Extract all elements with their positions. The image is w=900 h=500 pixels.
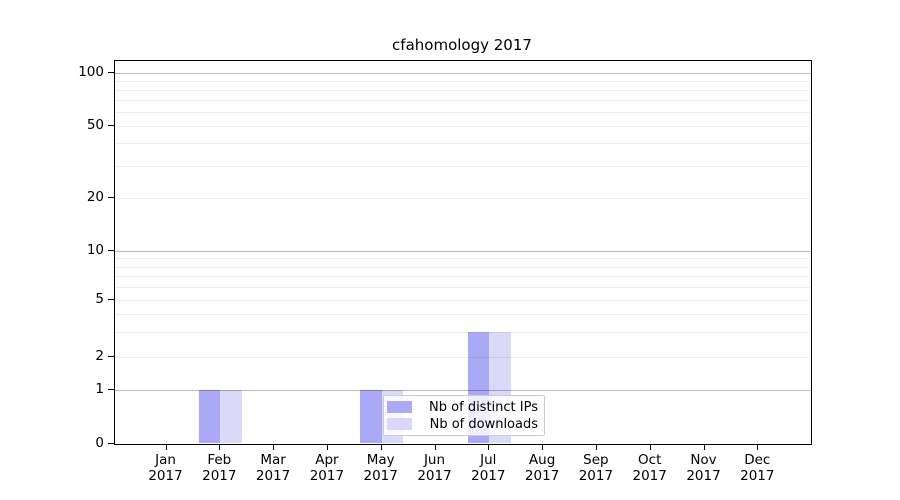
bar-distinct-ips-may	[360, 390, 382, 444]
legend-item-downloads: Nb of downloads	[387, 416, 538, 432]
x-tick-mark-sep	[595, 443, 597, 450]
x-tick-mark-aug	[542, 443, 544, 450]
gridline-y-3	[115, 331, 811, 333]
legend-label-distinct-ips: Nb of distinct IPs	[429, 399, 538, 415]
y-tick-mark-0	[108, 442, 114, 444]
bar-downloads-feb	[220, 390, 242, 444]
y-tick-label-50: 50	[86, 117, 104, 133]
gridline-y-5	[115, 300, 811, 302]
y-tick-label-1: 1	[95, 381, 104, 398]
x-tick-label-oct: Oct 2017	[632, 451, 667, 485]
gridline-y-90	[115, 80, 811, 82]
legend-swatch-downloads	[387, 418, 412, 430]
x-tick-mark-feb	[219, 443, 221, 450]
gridline-y-9	[115, 258, 811, 260]
x-tick-label-may: May 2017	[363, 451, 398, 485]
gridline-y-7	[115, 276, 811, 278]
gridline-y-40	[115, 143, 811, 145]
y-tick-label-10: 10	[86, 242, 104, 258]
gridline-y-2	[115, 356, 811, 358]
x-tick-label-sep: Sep 2017	[578, 451, 614, 485]
x-tick-mark-jul	[488, 443, 490, 450]
y-tick-mark-50	[108, 125, 114, 126]
y-tick-mark-10	[108, 250, 114, 251]
x-tick-label-nov: Nov 2017	[686, 451, 721, 485]
y-tick-mark-20	[108, 196, 114, 198]
x-tick-mark-dec	[757, 443, 759, 450]
legend: Nb of distinct IPs Nb of downloads	[383, 395, 545, 436]
x-tick-mark-may	[380, 443, 382, 450]
bar-distinct-ips-feb	[198, 390, 221, 444]
gridline-y-60	[115, 111, 811, 113]
y-tick-label-20: 20	[86, 188, 104, 205]
gridline-y-70	[115, 100, 811, 102]
chart-title: cfahomology 2017	[392, 36, 532, 54]
gridline-y-6	[115, 287, 811, 289]
y-tick-label-0: 0	[95, 434, 104, 451]
legend-item-distinct-ips: Nb of distinct IPs	[387, 399, 538, 415]
plot-area	[114, 59, 812, 445]
gridline-y-30	[115, 165, 811, 167]
y-tick-mark-100	[108, 71, 114, 73]
y-tick-label-5: 5	[95, 291, 104, 308]
x-tick-label-jun: Jun 2017	[417, 451, 452, 485]
x-tick-mark-oct	[649, 443, 651, 450]
x-tick-mark-nov	[703, 443, 705, 450]
x-tick-label-dec: Dec 2017	[740, 451, 775, 485]
x-tick-mark-apr	[326, 443, 328, 450]
y-tick-label-2: 2	[95, 347, 104, 364]
x-tick-label-apr: Apr 2017	[309, 451, 345, 485]
x-tick-label-aug: Aug 2017	[524, 451, 560, 485]
y-tick-mark-2	[108, 355, 114, 357]
gridline-y-8	[115, 266, 811, 268]
gridline-y-80	[115, 89, 811, 91]
x-tick-label-mar: Mar 2017	[255, 451, 291, 485]
gridline-y-20	[115, 197, 811, 199]
x-tick-label-jan: Jan 2017	[148, 451, 183, 485]
gridline-y-100	[115, 72, 811, 74]
legend-label-downloads: Nb of downloads	[429, 416, 538, 432]
gridline-y-4	[115, 313, 811, 315]
x-tick-mark-jan	[165, 443, 167, 450]
gridline-y-10	[115, 251, 811, 252]
y-tick-mark-5	[108, 299, 114, 301]
y-tick-label-100: 100	[78, 63, 104, 80]
x-tick-label-feb: Feb 2017	[202, 451, 237, 485]
y-tick-mark-1	[108, 389, 114, 391]
gridline-y-1	[115, 390, 811, 392]
x-tick-mark-jun	[434, 443, 436, 450]
legend-swatch-distinct-ips	[387, 401, 412, 413]
gridline-y-50	[115, 126, 811, 127]
x-tick-label-jul: Jul 2017	[471, 451, 506, 485]
x-tick-mark-mar	[273, 443, 275, 450]
